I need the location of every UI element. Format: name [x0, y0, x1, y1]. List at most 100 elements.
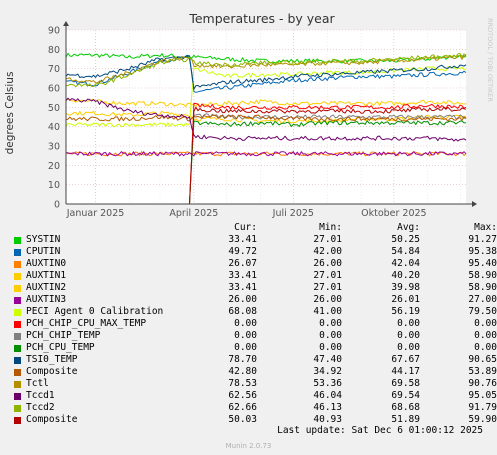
- legend-row: TSI0_TEMP 78.70 47.40 67.67 90.65: [14, 354, 497, 366]
- legend-avg-value: 50.25: [391, 234, 420, 245]
- y-axis-label: degrees Celsius: [4, 72, 16, 155]
- legend-name: AUXTIN1: [26, 270, 67, 281]
- legend-row: PCH_CHIP_CPU_MAX_TEMP 0.00 0.00 0.00 0.00: [14, 318, 497, 330]
- chart-title: Temperatures - by year: [188, 11, 335, 26]
- legend-row: CPUTIN 49.72 42.00 54.84 95.38: [14, 246, 497, 258]
- legend-min-value: 26.00: [313, 294, 342, 305]
- y-tick-label: 30: [48, 142, 60, 153]
- legend-avg-value: 40.20: [391, 270, 420, 281]
- last-update: Last update: Sat Dec 6 01:00:12 2025: [277, 425, 483, 436]
- legend-name: AUXTIN2: [26, 282, 67, 293]
- legend-row: Tctl 78.53 53.36 69.58 90.76: [14, 378, 497, 390]
- legend-max-value: 90.65: [468, 354, 497, 365]
- legend-min-value: 0.00: [319, 318, 342, 329]
- temperature-chart: Temperatures - by year degrees Celsius R…: [0, 0, 497, 222]
- legend-max-value: 59.90: [468, 414, 497, 425]
- legend-row: PCH_CPU_TEMP 0.00 0.00 0.00 0.00: [14, 342, 497, 354]
- legend-cur-value: 42.80: [228, 366, 257, 377]
- series-line: [65, 55, 467, 90]
- y-tick-label: 0: [54, 200, 60, 211]
- header-min: Min:: [319, 222, 342, 233]
- y-tick-label: 90: [48, 26, 60, 37]
- legend-cur-value: 0.00: [234, 342, 257, 353]
- legend-max-value: 91.79: [468, 402, 497, 413]
- legend: Cur: Min: Avg: Max: SYSTIN 33.41 27.01 50.2…: [14, 222, 497, 426]
- legend-min-value: 27.01: [313, 282, 342, 293]
- legend-max-value: 95.38: [468, 246, 497, 257]
- legend-name: Tccd1: [26, 390, 55, 401]
- legend-max-value: 91.27: [468, 234, 497, 245]
- legend-row: SYSTIN 33.41 27.01 50.25 91.27: [14, 234, 497, 246]
- legend-min-value: 47.40: [313, 354, 342, 365]
- legend-swatch: [14, 285, 21, 292]
- legend-name: Composite: [26, 414, 78, 425]
- legend-min-value: 42.00: [313, 246, 342, 257]
- series-line: [65, 54, 467, 84]
- legend-row: AUXTIN1 33.41 27.01 40.20 58.90: [14, 270, 497, 282]
- legend-avg-value: 26.01: [391, 294, 420, 305]
- legend-rows: SYSTIN 33.41 27.01 50.25 91.27 CPUTIN 49.72 42.…: [14, 234, 497, 426]
- legend-name: PCH_CHIP_TEMP: [26, 330, 101, 341]
- legend-max-value: 0.00: [474, 318, 497, 329]
- legend-swatch: [14, 369, 21, 376]
- legend-row: Tccd2 62.66 46.13 68.68 91.79: [14, 402, 497, 414]
- legend-row: AUXTIN0 26.07 26.00 42.04 95.40: [14, 258, 497, 270]
- legend-swatch: [14, 357, 21, 364]
- legend-avg-value: 68.68: [391, 402, 420, 413]
- legend-avg-value: 51.89: [391, 414, 420, 425]
- legend-name: PCH_CHIP_CPU_MAX_TEMP: [26, 318, 147, 329]
- legend-max-value: 58.90: [468, 282, 497, 293]
- legend-avg-value: 42.04: [391, 258, 420, 269]
- legend-avg-value: 0.00: [397, 342, 420, 353]
- legend-swatch: [14, 393, 21, 400]
- legend-cur-value: 33.41: [228, 270, 257, 281]
- legend-row: Composite 50.03 40.93 51.89 59.90: [14, 414, 497, 426]
- legend-max-value: 53.89: [468, 366, 497, 377]
- legend-avg-value: 39.98: [391, 282, 420, 293]
- legend-avg-value: 56.19: [391, 306, 420, 317]
- legend-max-value: 95.40: [468, 258, 497, 269]
- header-max: Max:: [474, 222, 497, 233]
- legend-cur-value: 78.70: [228, 354, 257, 365]
- legend-name: PCH_CPU_TEMP: [26, 342, 95, 353]
- legend-min-value: 53.36: [313, 378, 342, 389]
- series-line: [65, 114, 467, 122]
- x-tick-label: Januar 2025: [66, 208, 125, 219]
- legend-swatch: [14, 237, 21, 244]
- legend-cur-value: 78.53: [228, 378, 257, 389]
- series-line: [65, 52, 467, 88]
- series-line: [66, 54, 467, 93]
- legend-min-value: 40.93: [313, 414, 342, 425]
- legend-name: AUXTIN3: [26, 294, 67, 305]
- series-line: [65, 52, 467, 64]
- legend-max-value: 0.00: [474, 330, 497, 341]
- legend-cur-value: 0.00: [234, 318, 257, 329]
- tick-labels: 0 10 20 30 40 50 60 70 80 90 Januar 2025 April 2025…: [48, 26, 427, 220]
- legend-min-value: 46.13: [313, 402, 342, 413]
- x-tick-label: April 2025: [169, 208, 218, 219]
- legend-swatch: [14, 417, 21, 424]
- legend-name: Tccd2: [26, 402, 55, 413]
- legend-swatch: [14, 381, 21, 388]
- legend-min-value: 0.00: [319, 342, 342, 353]
- legend-name: CPUTIN: [26, 246, 61, 257]
- legend-name: AUXTIN0: [26, 258, 67, 269]
- legend-name: Tctl: [26, 378, 49, 389]
- legend-cur-value: 62.56: [228, 390, 257, 401]
- legend-cur-value: 62.66: [228, 402, 257, 413]
- legend-swatch: [14, 333, 21, 340]
- munin-version: Munin 2.0.73: [225, 442, 272, 450]
- legend-min-value: 41.00: [313, 306, 342, 317]
- series-line: [65, 151, 467, 157]
- legend-swatch: [14, 405, 21, 412]
- legend-header: Cur: Min: Avg: Max:: [14, 222, 497, 234]
- legend-avg-value: 69.58: [391, 378, 420, 389]
- plot-area: [66, 30, 466, 204]
- legend-swatch: [14, 273, 21, 280]
- legend-max-value: 0.00: [474, 342, 497, 353]
- legend-cur-value: 33.41: [228, 234, 257, 245]
- legend-cur-value: 26.00: [228, 294, 257, 305]
- legend-row: Composite 42.80 34.92 44.17 53.89: [14, 366, 497, 378]
- legend-cur-value: 68.08: [228, 306, 257, 317]
- legend-name: PECI Agent 0 Calibration: [26, 306, 164, 317]
